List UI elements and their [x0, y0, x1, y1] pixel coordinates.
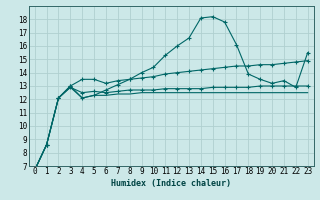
- X-axis label: Humidex (Indice chaleur): Humidex (Indice chaleur): [111, 179, 231, 188]
